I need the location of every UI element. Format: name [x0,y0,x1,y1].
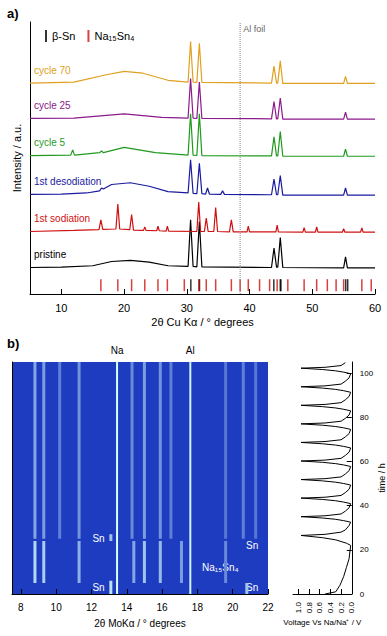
svg-text:80: 80 [360,413,369,422]
svg-text:30: 30 [181,302,193,314]
svg-text:100: 100 [360,369,374,378]
svg-text:2θ Cu Kα / ° degrees: 2θ Cu Kα / ° degrees [151,316,254,328]
svg-text:Sn: Sn [92,582,104,593]
svg-text:14: 14 [121,602,133,613]
svg-text:b): b) [7,336,19,351]
svg-text:2θ MoKα / ° degrees: 2θ MoKα / ° degrees [94,618,186,629]
svg-text:40: 40 [243,302,255,314]
svg-text:pristine: pristine [34,249,67,260]
svg-text:0.4: 0.4 [326,601,335,613]
svg-text:0.0: 0.0 [347,601,356,613]
svg-text:cycle 70: cycle 70 [34,65,71,76]
svg-text:cycle 5: cycle 5 [34,137,66,148]
svg-text:a): a) [7,6,19,21]
svg-text:time / h: time / h [377,463,387,493]
svg-text:Na₁₅Sn₄: Na₁₅Sn₄ [202,562,239,573]
svg-text:0: 0 [360,590,365,599]
svg-text:8: 8 [18,602,24,613]
svg-text:Sn: Sn [92,533,104,544]
svg-text:0.2: 0.2 [337,601,346,613]
svg-text:16: 16 [157,602,169,613]
svg-text:50: 50 [306,302,318,314]
svg-text:10: 10 [51,602,63,613]
svg-text:β-Sn: β-Sn [52,30,75,42]
svg-text:20: 20 [360,545,369,554]
svg-text:60: 60 [369,302,381,314]
svg-text:20: 20 [118,302,130,314]
svg-text:1st sodiation: 1st sodiation [34,213,90,224]
svg-text:cycle 25: cycle 25 [34,100,71,111]
svg-text:Voltage Vs Na/Na⁺ / V: Voltage Vs Na/Na⁺ / V [283,618,362,627]
svg-text:Al: Al [186,345,195,356]
svg-text:Na: Na [111,345,124,356]
svg-text:20: 20 [227,602,239,613]
svg-text:1st desodiation: 1st desodiation [34,176,101,187]
svg-text:0.6: 0.6 [315,601,324,613]
svg-text:60: 60 [360,457,369,466]
svg-text:Sn: Sn [246,581,259,593]
svg-text:Intensity / a.u.: Intensity / a.u. [11,124,23,192]
svg-text:1.0: 1.0 [294,601,303,613]
svg-text:Al foil: Al foil [243,24,265,34]
svg-text:Sn: Sn [246,540,258,551]
svg-text:0.8: 0.8 [305,601,314,613]
svg-text:12: 12 [86,602,98,613]
svg-text:40: 40 [360,501,369,510]
svg-text:22: 22 [262,602,274,613]
svg-text:Na₁₅Sn₄: Na₁₅Sn₄ [94,30,135,42]
svg-text:10: 10 [55,302,67,314]
svg-text:18: 18 [192,602,204,613]
